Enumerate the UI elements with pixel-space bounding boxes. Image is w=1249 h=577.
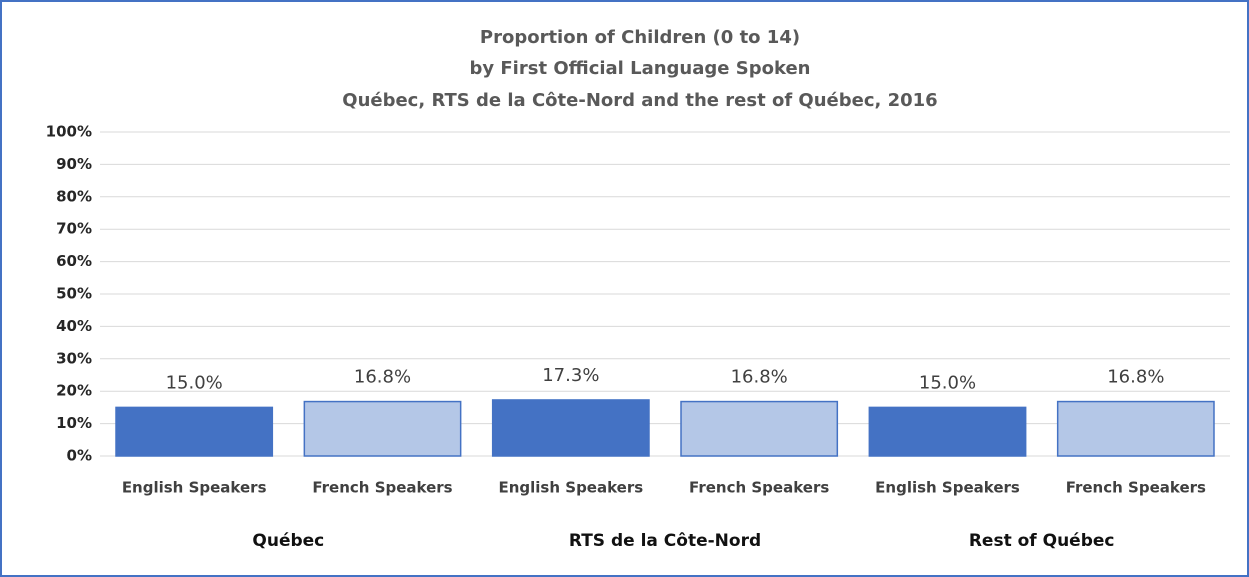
- chart-title: Québec, RTS de la Côte-Nord and the rest…: [342, 90, 937, 111]
- y-tick-label: 30%: [56, 349, 92, 367]
- bar: [491, 399, 650, 457]
- x-tick-label: English Speakers: [875, 479, 1020, 497]
- x-tick-label: French Speakers: [312, 479, 452, 497]
- y-tick-label: 60%: [56, 252, 92, 270]
- chart-title: by First Official Language Spoken: [470, 58, 811, 79]
- x-tick-label: French Speakers: [1066, 479, 1206, 497]
- x-tick-label: English Speakers: [122, 479, 267, 497]
- data-label: 16.8%: [354, 367, 411, 388]
- data-label: 15.0%: [919, 372, 976, 393]
- chart-title: Proportion of Children (0 to 14): [480, 27, 800, 48]
- y-tick-label: 10%: [56, 414, 92, 432]
- group-label: Québec: [252, 531, 324, 551]
- y-tick-label: 50%: [56, 285, 92, 303]
- data-label: 16.8%: [731, 367, 788, 388]
- y-tick-label: 0%: [67, 447, 92, 465]
- bar: [1056, 400, 1215, 457]
- y-tick-label: 70%: [56, 220, 92, 238]
- data-label: 15.0%: [166, 372, 223, 393]
- data-label: 17.3%: [542, 365, 599, 386]
- x-tick-label: French Speakers: [689, 479, 829, 497]
- group-label: Rest of Québec: [969, 531, 1115, 551]
- data-label: 16.8%: [1107, 367, 1164, 388]
- bar: [868, 406, 1027, 457]
- y-tick-label: 40%: [56, 317, 92, 335]
- bar: [303, 400, 462, 457]
- bar: [680, 400, 839, 457]
- y-tick-label: 90%: [56, 155, 92, 173]
- y-tick-label: 20%: [56, 382, 92, 400]
- x-tick-label: English Speakers: [498, 479, 643, 497]
- y-tick-label: 80%: [56, 187, 92, 205]
- y-tick-label: 100%: [46, 123, 92, 141]
- group-label: RTS de la Côte-Nord: [569, 531, 761, 551]
- bar: [115, 406, 274, 457]
